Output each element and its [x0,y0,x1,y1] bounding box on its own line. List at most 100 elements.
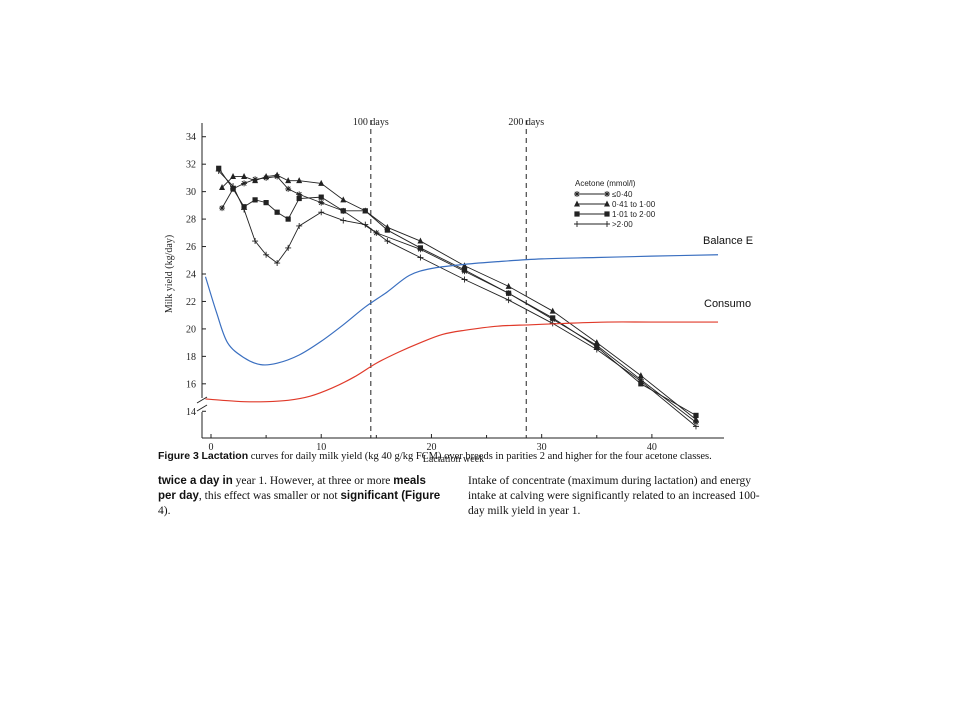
x-tick-label: 0 [209,442,214,453]
y-tick-label: 34 [186,132,196,143]
data-point-plus [692,423,699,430]
data-point-square [384,227,390,233]
data-point-triangle [417,237,424,244]
legend-entry: >2·00 [612,220,633,229]
y-tick-label: 18 [186,352,196,363]
legend-title: Acetone (mmol/l) [575,179,636,188]
balance-e-label: Balance E [703,235,754,247]
data-point-plus [637,378,644,385]
data-point-triangle [296,177,303,184]
data-point-plus [593,346,600,353]
data-point-square [417,245,424,251]
data-point-triangle [230,173,237,180]
y-tick-label: 16 [186,379,196,390]
figure-caption: Figure 3 Lactation curves for daily milk… [158,450,778,462]
data-point-square [461,267,468,273]
data-point-plus [574,221,580,227]
x-tick-label: 40 [647,442,657,453]
y-tick-label: 28 [186,215,196,226]
data-point-asterisk [574,191,580,197]
data-point-square [604,211,610,217]
data-point-triangle [263,173,270,180]
data-point-triangle [252,177,259,184]
data-point-plus [362,221,369,228]
x-tick-label: 10 [316,442,326,453]
x-tick-label: 30 [537,442,547,453]
data-point-square [318,194,324,200]
data-point-triangle [285,177,292,184]
data-point-square [340,208,346,214]
legend-entry: 0·41 to 1·00 [612,200,656,209]
chart-series [204,165,719,430]
y-tick-label: 20 [186,324,196,335]
y-tick-label: 30 [186,187,196,198]
body-text-segment: meals per day [158,475,426,502]
data-point-triangle [692,416,699,423]
data-point-triangle [637,372,644,379]
reference-line-label: 200 days [508,117,544,128]
x-axis-label: Lactation week [423,454,484,465]
body-text-segment: year 1. However, at three or more [232,475,394,487]
caption-label-word: Lactation [201,450,249,462]
data-point-asterisk [219,205,226,212]
y-tick-label: 26 [186,242,196,253]
lactation-chart: 14 16 18 20 22 24 26 28 30 32 34 0 10 20 30 40 100 days… [164,117,724,465]
chart-legend: Acetone (mmol/l) ≤0·400·41 to 1·001·01 to… [574,179,656,229]
data-point-square [693,412,699,418]
data-point-plus [505,297,512,304]
y-tick-label: 22 [186,297,196,308]
data-point-square [274,209,280,215]
series-curve [204,254,719,366]
y-axis-label: Milk yield (kg/day) [164,235,175,313]
scanned-figure-page: 14 16 18 20 22 24 26 28 30 32 34 0 10 20 30 40 100 days… [124,106,791,552]
data-point-asterisk [241,180,248,187]
y-tick-label: 14 [186,407,196,418]
body-text-segment: twice a day in [158,475,233,487]
data-point-square [362,208,368,214]
data-point-triangle [549,307,556,314]
body-text-left-column: twice a day in year 1. However, at three… [158,474,442,519]
data-point-triangle [318,179,325,186]
data-point-asterisk [604,191,610,197]
legend-entry: 1·01 to 2·00 [612,210,656,219]
data-point-plus [230,183,237,190]
data-point-plus [274,260,281,267]
data-point-plus [215,168,222,175]
data-point-plus [263,251,270,258]
axis-break-mark [196,396,208,404]
body-text-segment: 4). [158,505,171,517]
data-point-square [506,290,512,296]
data-point-plus [340,217,347,224]
axis-break-mark [196,404,208,412]
data-point-plus [318,209,325,216]
data-point-triangle [219,184,226,191]
data-point-plus [296,222,303,229]
data-point-plus [252,238,259,245]
data-point-triangle [461,262,468,269]
data-point-square [550,315,556,321]
data-point-plus [285,244,292,251]
data-point-square [574,211,580,217]
series-balance-e [204,254,719,366]
x-tick-label: 20 [426,442,436,453]
reference-line-label: 100 days [353,117,389,128]
series-curve [205,321,719,403]
consumo-label: Consumo [704,298,752,310]
data-point-asterisk [296,191,303,198]
data-point-triangle [274,171,281,178]
caption-figure-number: Figure 3 [158,450,199,462]
data-point-triangle [604,200,610,207]
chart-axes [196,123,724,439]
data-point-asterisk [692,419,699,426]
data-point-asterisk [318,199,325,206]
data-point-triangle [574,200,580,207]
data-point-triangle [241,173,248,180]
y-tick-label: 32 [186,160,196,171]
body-text-right-column: Intake of concentrate (maximum during la… [468,475,760,517]
data-point-square [285,216,291,222]
data-point-triangle [340,196,347,203]
data-point-asterisk [285,185,292,192]
body-text-segment: significant (Figure [340,490,441,502]
caption-text: curves for daily milk yield (kg 40 g/kg … [250,451,712,462]
data-point-plus [384,238,391,245]
